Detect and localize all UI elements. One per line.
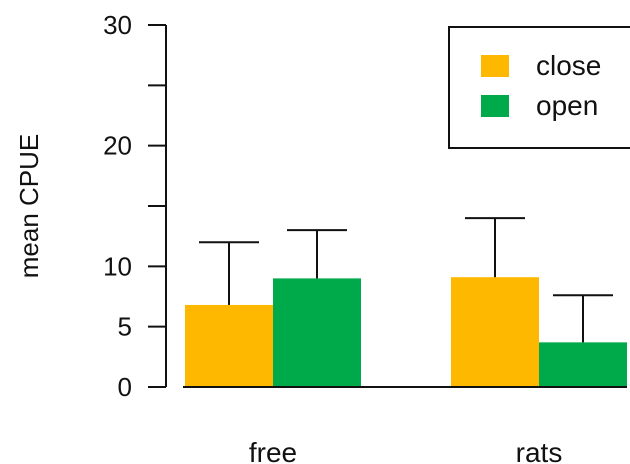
legend: close open (448, 26, 630, 149)
x-tick-labels: free rats (249, 437, 562, 464)
bar-open-free (273, 278, 361, 387)
legend-frame (448, 26, 630, 149)
bar-close-free (185, 304, 273, 387)
bar-close-rats (451, 277, 539, 387)
error-bars (199, 217, 613, 343)
y-tick-label: 0 (118, 372, 132, 402)
y-tick-label: 10 (103, 251, 132, 281)
y-tick-label: 30 (103, 10, 132, 40)
x-tick-label-free: free (249, 437, 297, 464)
y-tick-label: 5 (118, 312, 132, 342)
legend-label-close: close (536, 50, 601, 81)
bar-open-rats (539, 342, 627, 387)
y-axis: 0 5 10 20 30 (103, 10, 167, 402)
legend-swatch-open (481, 95, 509, 117)
y-tick-label: 20 (103, 131, 132, 161)
y-axis-label: mean CPUE (14, 134, 44, 279)
x-tick-label-rats: rats (516, 437, 563, 464)
legend-label-open: open (536, 90, 598, 121)
legend-swatch-close (481, 55, 509, 77)
bars (185, 277, 627, 387)
